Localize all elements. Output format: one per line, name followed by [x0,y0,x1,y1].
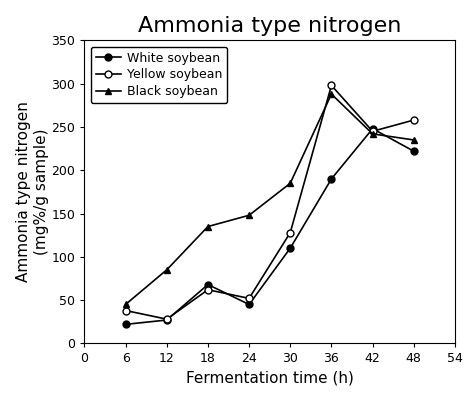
Yellow soybean [411,118,416,122]
White soybean [164,318,170,322]
Black soybean [287,181,293,186]
White soybean [370,126,375,131]
Black soybean [246,213,252,218]
Y-axis label: Ammonia type nitrogen
(mg%/g sample): Ammonia type nitrogen (mg%/g sample) [16,101,49,282]
Line: Yellow soybean: Yellow soybean [122,82,417,323]
Yellow soybean [164,317,170,322]
Black soybean [329,92,334,97]
Black soybean [123,302,129,307]
Yellow soybean [123,308,129,313]
Yellow soybean [329,83,334,88]
White soybean [123,322,129,327]
White soybean [329,177,334,181]
Yellow soybean [370,129,375,134]
Line: White soybean: White soybean [122,125,417,328]
Title: Ammonia type nitrogen: Ammonia type nitrogen [138,16,401,36]
Yellow soybean [205,287,211,292]
White soybean [205,282,211,287]
Yellow soybean [287,230,293,235]
Line: Black soybean: Black soybean [122,90,417,308]
Black soybean [411,137,416,142]
Legend: White soybean, Yellow soybean, Black soybean: White soybean, Yellow soybean, Black soy… [91,46,227,103]
Black soybean [205,224,211,229]
White soybean [287,246,293,250]
Black soybean [164,267,170,272]
X-axis label: Fermentation time (h): Fermentation time (h) [186,371,354,386]
Black soybean [370,131,375,136]
White soybean [246,302,252,307]
White soybean [411,149,416,154]
Yellow soybean [246,296,252,301]
